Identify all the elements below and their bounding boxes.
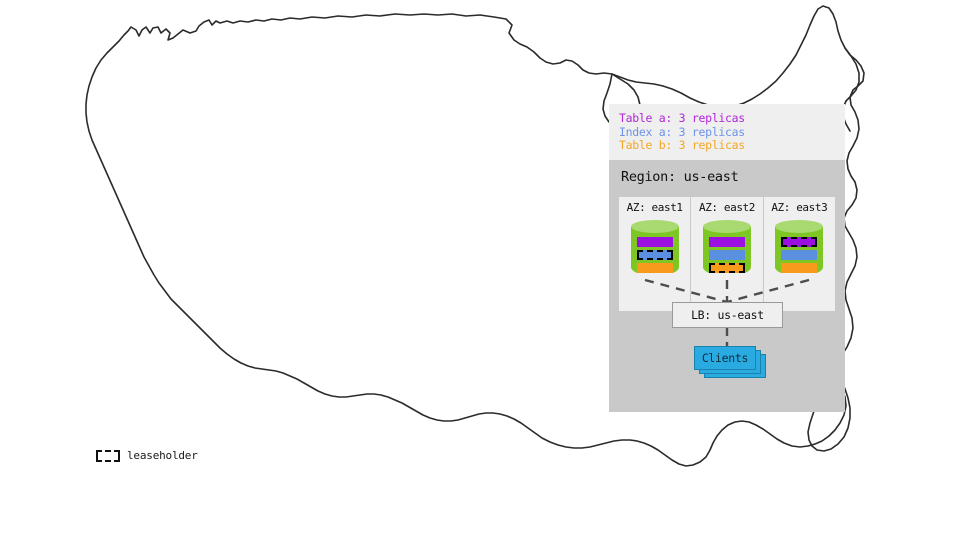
replica-summary-line: Index a: 3 replicas <box>619 124 745 139</box>
node-cylinder-east3[interactable] <box>775 220 824 280</box>
range-index-a[interactable] <box>708 250 745 260</box>
leaseholder-legend: leaseholder <box>96 449 198 462</box>
clients-stack[interactable]: Clients <box>694 346 766 378</box>
cylinder-top <box>702 220 751 233</box>
az-cell-east1[interactable]: AZ: east1 <box>619 197 690 276</box>
range-index-a[interactable] <box>636 250 673 260</box>
replica-summary-panel: Table a: 3 replicas Index a: 3 replicas … <box>609 104 845 160</box>
cylinder-top <box>775 220 824 233</box>
node-cylinder-east1[interactable] <box>630 220 679 280</box>
replica-summary-line: Table b: 3 replicas <box>619 138 745 152</box>
az-cell-east3[interactable]: AZ: east3 <box>762 197 835 276</box>
node-cylinder-east2[interactable] <box>702 220 751 280</box>
range-list <box>781 237 818 273</box>
range-table-b[interactable] <box>708 263 745 273</box>
range-list <box>636 237 673 273</box>
az-label: AZ: east1 <box>626 201 683 214</box>
replica-summary-line: Table a: 3 replicas <box>619 111 745 125</box>
availability-zone-strip: AZ: east1 AZ: east2 <box>619 197 835 276</box>
az-label: AZ: east3 <box>771 201 828 214</box>
region-panel-us-east: Region: us-east AZ: east1 AZ: east2 <box>609 160 845 412</box>
load-balancer-box[interactable]: LB: us-east <box>672 302 783 328</box>
region-title: Region: us-east <box>621 169 739 185</box>
az-label: AZ: east2 <box>698 201 755 214</box>
clients-card-front[interactable]: Clients <box>694 346 756 370</box>
us-mainland-outline <box>85 5 865 467</box>
range-table-b[interactable] <box>636 263 673 273</box>
legend-label: leaseholder <box>127 449 198 462</box>
az-cell-east2[interactable]: AZ: east2 <box>690 197 762 276</box>
cylinder-top <box>630 220 679 233</box>
range-table-a[interactable] <box>708 237 745 247</box>
range-index-a[interactable] <box>781 250 818 260</box>
range-table-a[interactable] <box>781 237 818 247</box>
range-list <box>708 237 745 273</box>
range-table-b[interactable] <box>781 263 818 273</box>
dashed-rect-swatch <box>96 449 120 462</box>
range-table-a[interactable] <box>636 237 673 247</box>
